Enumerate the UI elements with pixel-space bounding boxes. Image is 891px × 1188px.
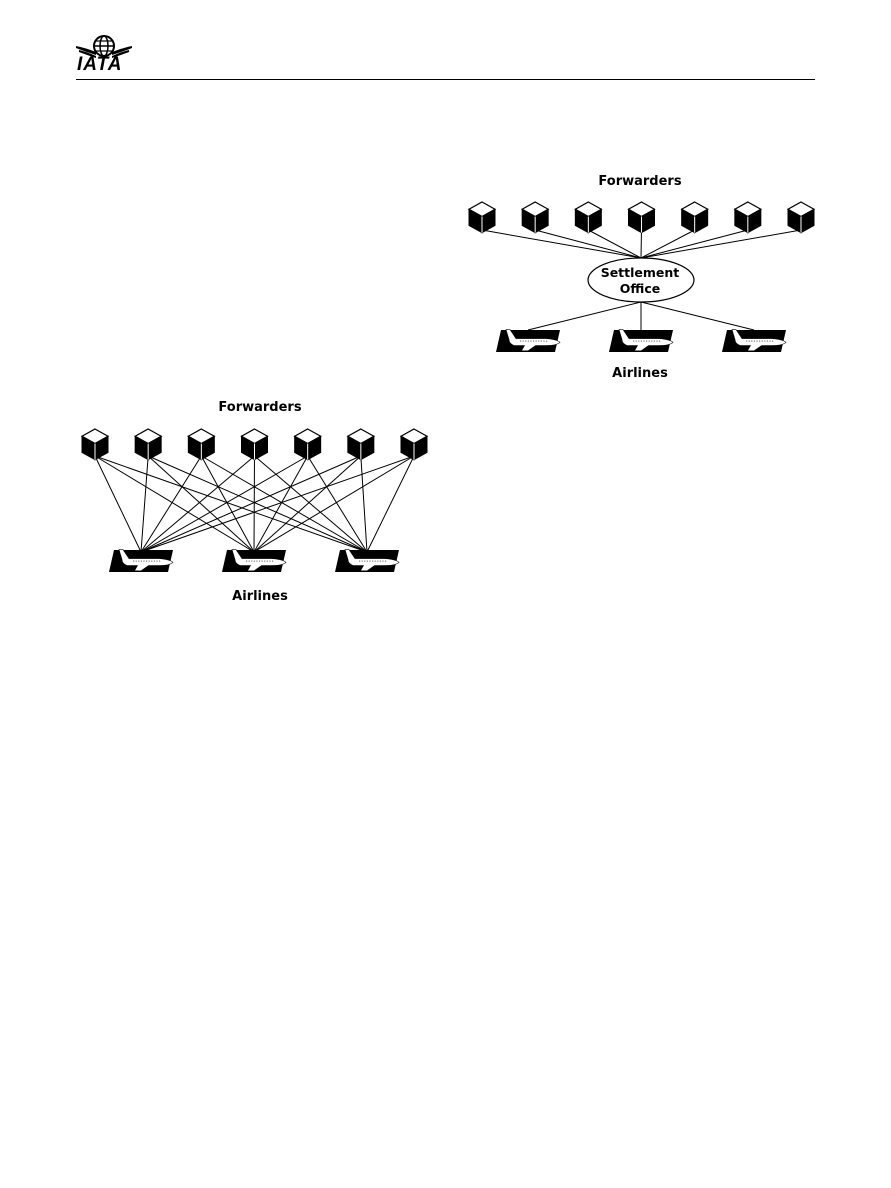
direct-link — [147, 455, 255, 553]
forwarder-box-icon — [133, 428, 163, 461]
direct-link — [94, 455, 255, 553]
direct-link — [253, 455, 255, 553]
forwarder-link — [640, 229, 748, 259]
page-header: IATA — [0, 0, 891, 82]
direct-link — [147, 455, 368, 553]
forwarder-link — [588, 229, 642, 259]
airlines-label: Airlines — [232, 589, 288, 604]
airline-airplane-icon — [109, 549, 174, 572]
iata-globe-wings-icon — [76, 35, 132, 58]
direct-link — [307, 455, 368, 553]
settlement-office-label: Settlement Office — [580, 265, 700, 297]
airline-airplane-icon — [335, 549, 400, 572]
airline-link — [527, 301, 642, 331]
forwarder-link — [640, 229, 802, 259]
forwarder-box-icon — [240, 428, 269, 461]
forwarder-box-icon — [80, 428, 110, 461]
direct-link — [140, 455, 415, 553]
forwarder-box-icon — [293, 428, 322, 461]
direct-diagram: Forwarders Airlines — [75, 398, 445, 608]
airline-airplane-icon — [222, 549, 287, 572]
forwarder-box-icon — [467, 201, 497, 234]
forwarder-box-icon — [399, 428, 429, 461]
direct-link — [140, 455, 149, 553]
direct-link — [366, 455, 415, 553]
direct-link — [140, 455, 255, 553]
airline-airplane-icon — [496, 329, 561, 352]
forwarder-box-icon — [786, 201, 816, 234]
forwarder-link — [481, 229, 642, 259]
settlement-network — [467, 201, 816, 352]
forwarder-link — [640, 229, 695, 259]
forwarder-link — [640, 229, 642, 259]
forwarder-box-icon — [574, 201, 603, 234]
forwarder-box-icon — [733, 201, 763, 234]
forwarders-label: Forwarders — [598, 174, 682, 189]
airline-link — [640, 301, 755, 331]
direct-link — [140, 455, 202, 553]
direct-link — [254, 455, 368, 553]
forwarder-box-icon — [346, 428, 376, 461]
direct-link — [140, 455, 362, 553]
direct-link — [253, 455, 309, 553]
settlement-diagram: Forwarders Settlement Office Airlines — [460, 170, 820, 385]
forwarder-box-icon — [520, 201, 550, 234]
forwarder-box-icon — [627, 201, 656, 234]
direct-link — [253, 455, 362, 553]
airline-airplane-icon — [609, 329, 674, 352]
direct-link — [200, 455, 255, 553]
direct-link — [94, 455, 368, 553]
direct-link — [140, 455, 308, 553]
direct-link — [253, 455, 415, 553]
airline-airplane-icon — [722, 329, 787, 352]
forwarder-link — [535, 229, 642, 259]
settlement-office-node — [587, 257, 695, 303]
logo-text: IATA — [77, 54, 123, 75]
direct-link — [201, 455, 368, 553]
settlement-office-line1: Settlement — [600, 265, 680, 280]
direct-network — [80, 428, 429, 572]
header-rule — [76, 79, 815, 80]
direct-link — [94, 455, 142, 553]
forwarder-box-icon — [187, 428, 216, 461]
direct-link — [360, 455, 368, 553]
forwarder-box-icon — [680, 201, 709, 234]
airlines-label: Airlines — [612, 366, 668, 381]
settlement-office-line2: Office — [619, 281, 661, 296]
forwarders-label: Forwarders — [218, 400, 302, 415]
